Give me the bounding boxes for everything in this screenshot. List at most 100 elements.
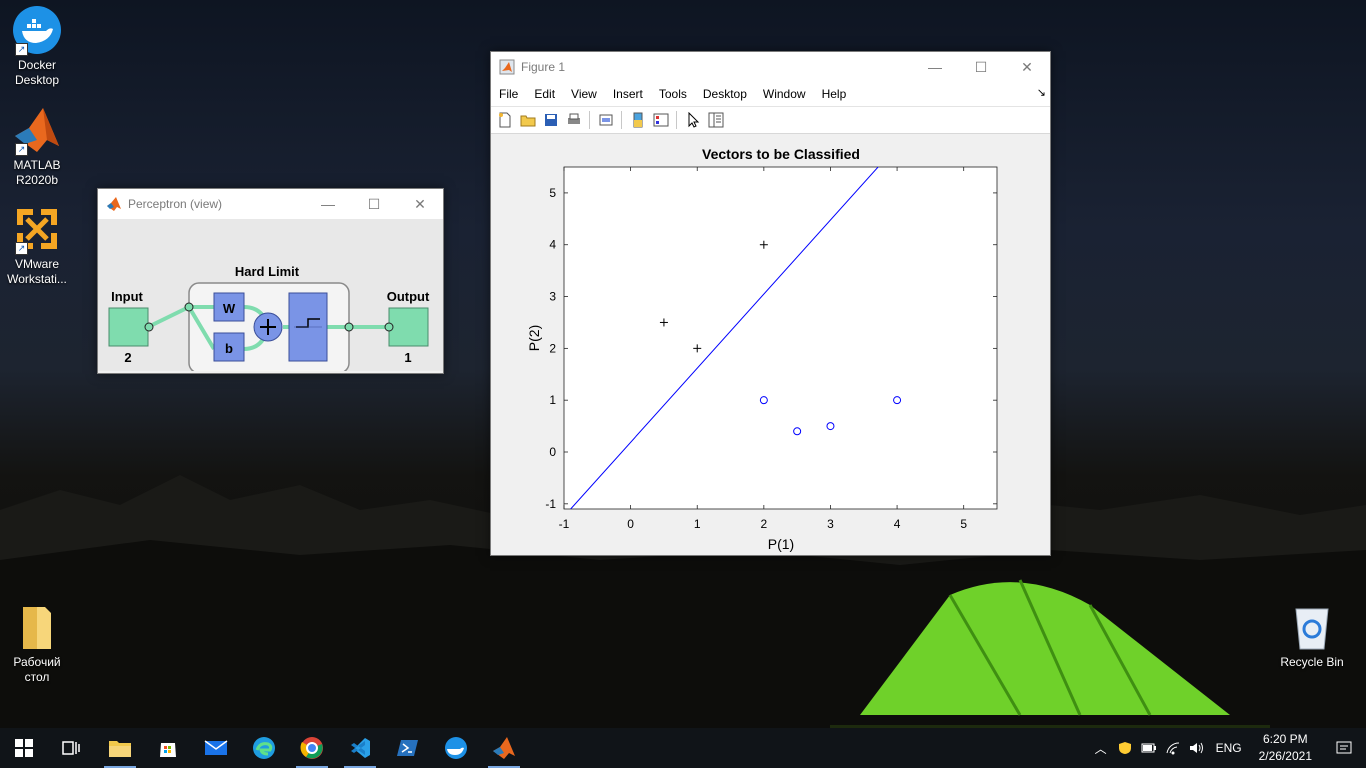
y-tick-label: 1 — [549, 393, 556, 407]
close-button[interactable]: ✕ — [414, 195, 426, 212]
taskbar-matlab[interactable] — [480, 728, 528, 768]
taskbar-file-explorer[interactable] — [96, 728, 144, 768]
battery-icon[interactable] — [1137, 728, 1161, 768]
menu-edit[interactable]: Edit — [534, 87, 556, 101]
y-tick-label: 3 — [549, 290, 556, 304]
input-label: Input — [111, 289, 143, 304]
plus-marker — [693, 344, 702, 353]
desktop-icon-recycle-bin[interactable]: Recycle Bin — [1276, 603, 1348, 670]
minimize-button[interactable]: — — [321, 196, 335, 212]
chart-title: Vectors to be Classified — [702, 146, 860, 162]
figure-titlebar[interactable]: Figure 1 — ☐ ✕ — [491, 52, 1050, 82]
colorbar-icon[interactable] — [628, 110, 648, 130]
bias-block — [213, 332, 245, 362]
decision-boundary-line — [570, 167, 879, 509]
matlab-icon — [107, 197, 121, 211]
x-tick-label: 0 — [627, 517, 634, 531]
desktop-icon-label: Рабочий стол — [13, 655, 61, 684]
legend-icon[interactable] — [651, 110, 671, 130]
desktop-icon-matlab[interactable]: ↗ MATLAB R2020b — [1, 106, 73, 188]
clock-time: 6:20 PM — [1262, 732, 1308, 746]
print-icon[interactable] — [564, 110, 584, 130]
weight-label: W — [223, 301, 236, 316]
taskbar-vscode[interactable] — [336, 728, 384, 768]
file-explorer-icon — [109, 741, 131, 757]
x-tick-label: -1 — [559, 517, 570, 531]
x-tick-label: 2 — [761, 517, 768, 531]
maximize-button[interactable]: ☐ — [974, 58, 988, 75]
recycle-bin-icon — [1288, 603, 1336, 651]
perceptron-titlebar[interactable]: Perceptron (view) — ☐ ✕ — [98, 189, 443, 219]
close-button[interactable]: ✕ — [1021, 58, 1033, 75]
pointer-icon[interactable] — [683, 110, 703, 130]
desktop-icon-label: VMware Workstati... — [7, 257, 67, 286]
desktop-icon-folder[interactable]: Рабочий стол — [1, 603, 73, 685]
menu-window[interactable]: Window — [762, 87, 806, 101]
scatter-plot[interactable]: Vectors to be Classified P(1) P(2) -1 0 1 2… — [491, 134, 1050, 555]
taskbar-docker[interactable] — [432, 728, 480, 768]
circle-marker — [759, 396, 768, 405]
menu-insert[interactable]: Insert — [612, 87, 643, 101]
edge-icon — [253, 737, 275, 759]
store-icon — [160, 743, 176, 757]
y-tick-label: 0 — [549, 445, 556, 459]
figure-toolbar — [491, 107, 1050, 134]
window-title: Perceptron (view) — [128, 197, 223, 211]
perceptron-window[interactable]: Perceptron (view) — ☐ ✕ Input Output Har… — [97, 188, 444, 374]
open-file-icon[interactable] — [518, 110, 538, 130]
weight-block — [213, 292, 245, 322]
x-tick-label: 5 — [960, 517, 967, 531]
hard-limit-label: Hard Limit — [235, 264, 300, 279]
menu-help[interactable]: Help — [821, 87, 847, 101]
perceptron-diagram: Input Output Hard Limit 2 1 1 W b — [98, 219, 443, 371]
input-language[interactable]: ENG — [1215, 741, 1242, 755]
output-size: 1 — [404, 350, 411, 365]
figure-window[interactable]: Figure 1 — ☐ ✕ File Edit View Insert Too… — [490, 51, 1051, 556]
menu-file[interactable]: File — [499, 87, 519, 101]
property-editor-icon[interactable] — [706, 110, 726, 130]
mail-icon — [204, 740, 228, 755]
taskbar-powershell[interactable] — [384, 728, 432, 768]
taskbar-store[interactable] — [144, 728, 192, 768]
taskbar-mail[interactable] — [192, 728, 240, 768]
desktop-icon-vmware[interactable]: ↗ VMware Workstati... — [1, 205, 73, 287]
volume-icon[interactable] — [1185, 728, 1209, 768]
maximize-button[interactable]: ☐ — [367, 195, 381, 212]
taskbar-edge[interactable] — [240, 728, 288, 768]
wifi-icon[interactable] — [1161, 728, 1185, 768]
chrome-icon — [300, 737, 323, 759]
taskbar-chrome[interactable] — [288, 728, 336, 768]
minimize-button[interactable]: — — [928, 59, 942, 75]
notifications-icon[interactable] — [1322, 728, 1366, 768]
start-button[interactable] — [0, 728, 48, 768]
folder-icon — [13, 603, 61, 651]
link-icon[interactable] — [596, 110, 616, 130]
output-block — [388, 307, 429, 347]
toolbar-separator — [589, 111, 590, 129]
input-size: 2 — [124, 350, 131, 365]
vscode-icon — [351, 738, 370, 758]
vmware-icon: ↗ — [13, 205, 61, 255]
output-label: Output — [387, 289, 430, 304]
circle-marker — [893, 396, 902, 405]
powershell-icon — [397, 740, 418, 756]
menu-tools[interactable]: Tools — [658, 87, 687, 101]
security-shield-icon[interactable] — [1113, 728, 1137, 768]
task-view-button[interactable] — [48, 728, 96, 768]
save-icon[interactable] — [541, 110, 561, 130]
window-title: Figure 1 — [521, 60, 566, 74]
tray-overflow-chevron-icon[interactable]: ︿ — [1094, 741, 1107, 756]
docker-icon — [445, 737, 467, 759]
x-tick-label: 4 — [894, 517, 901, 531]
desktop-icon-label: Docker Desktop — [14, 58, 60, 87]
menu-desktop[interactable]: Desktop — [702, 87, 747, 101]
clock[interactable]: 6:20 PM 2/26/2021 — [1249, 731, 1322, 765]
new-figure-icon[interactable] — [495, 110, 515, 130]
dock-arrow-icon[interactable]: ↘ — [1036, 87, 1046, 99]
figure-menubar: File Edit View Insert Tools Desktop Wind… — [491, 82, 1050, 107]
menu-view[interactable]: View — [571, 87, 597, 101]
desktop-icon-docker[interactable]: ↗ Docker Desktop — [1, 6, 73, 88]
y-tick-label: -1 — [545, 497, 556, 511]
taskbar: ︿ ENG 6:20 PM 2/26/2021 — [0, 728, 1366, 768]
plus-marker — [659, 318, 668, 327]
